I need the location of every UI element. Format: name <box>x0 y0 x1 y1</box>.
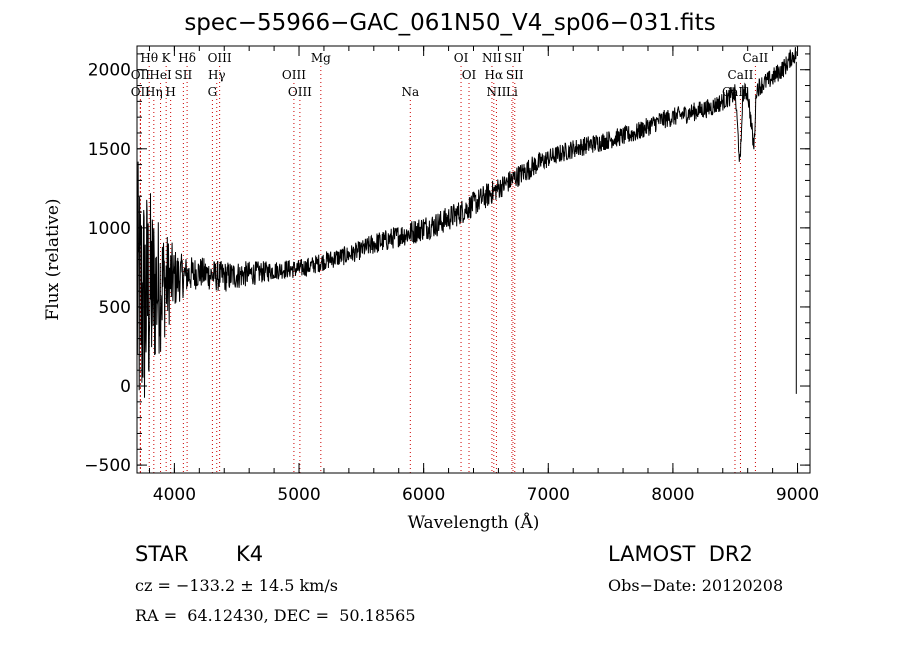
line-marker-label: Mg <box>311 51 331 65</box>
x-tick-label: 8000 <box>651 485 694 505</box>
line-marker-label: CaII <box>722 85 748 99</box>
class-label: STAR <box>135 542 189 566</box>
line-marker-label: Na <box>401 85 419 99</box>
line-marker-label: NII <box>482 51 502 65</box>
y-tick-label: 1500 <box>88 140 131 160</box>
axes: 4000 5000 6000 7000 8000 9000 −500 0 500 1000 1500… <box>43 45 819 533</box>
x-axis-label: Wavelength (Å) <box>408 512 540 533</box>
y-tick-label: 2000 <box>88 61 131 81</box>
y-tick-label: 1000 <box>88 219 131 239</box>
y-tick-label: 0 <box>120 377 131 397</box>
x-tick-label: 9000 <box>776 485 819 505</box>
x-tick-label: 4000 <box>153 485 196 505</box>
line-marker-label: Hη <box>145 85 163 99</box>
series-group <box>136 47 797 398</box>
spectrum-line <box>136 47 797 398</box>
line-marker-label: Hα <box>485 68 504 82</box>
line-marker-label: HeI <box>149 68 172 82</box>
line-marker-label: OI <box>462 68 477 82</box>
line-marker-label: Hθ <box>140 51 158 65</box>
x-tick-label: 7000 <box>527 485 570 505</box>
line-marker-label: G <box>208 85 218 99</box>
line-marker-label: SII <box>506 68 524 82</box>
line-marker-label: OII <box>131 85 151 99</box>
line-marker-label: H <box>165 85 175 99</box>
line-marker-label: OI <box>454 51 469 65</box>
obs-date-text: Obs−Date: 20120208 <box>608 576 784 595</box>
y-tick-label: −500 <box>84 456 131 476</box>
line-marker-label: Li <box>506 85 518 99</box>
survey-label: LAMOST DR2 <box>608 542 753 566</box>
x-tick-label: 6000 <box>402 485 445 505</box>
line-marker-label: OII <box>131 68 151 82</box>
line-marker-label: SII <box>175 68 193 82</box>
redshift-text: cz = −133.2 ± 14.5 km/s <box>135 576 338 595</box>
line-marker-label: K <box>162 51 172 65</box>
chart-title: spec−55966−GAC_061N50_V4_sp06−031.fits <box>184 10 716 36</box>
subclass-label: K4 <box>236 542 264 566</box>
line-marker-label: OIII <box>282 68 306 82</box>
line-marker-label: SII <box>504 51 522 65</box>
line-marker-label: CaII <box>742 51 768 65</box>
line-marker-label: Hδ <box>178 51 196 65</box>
x-tick-label: 5000 <box>277 485 320 505</box>
radec-text: RA = 64.12430, DEC = 50.18565 <box>135 606 416 625</box>
line-marker-label: OIII <box>208 51 232 65</box>
line-marker-label: CaII <box>728 68 754 82</box>
y-axis-label: Flux (relative) <box>43 198 63 320</box>
line-marker-label: NII <box>486 85 506 99</box>
y-tick-label: 500 <box>99 298 131 318</box>
line-marker-label: Hγ <box>208 68 226 82</box>
line-marker-label: OIII <box>288 85 312 99</box>
